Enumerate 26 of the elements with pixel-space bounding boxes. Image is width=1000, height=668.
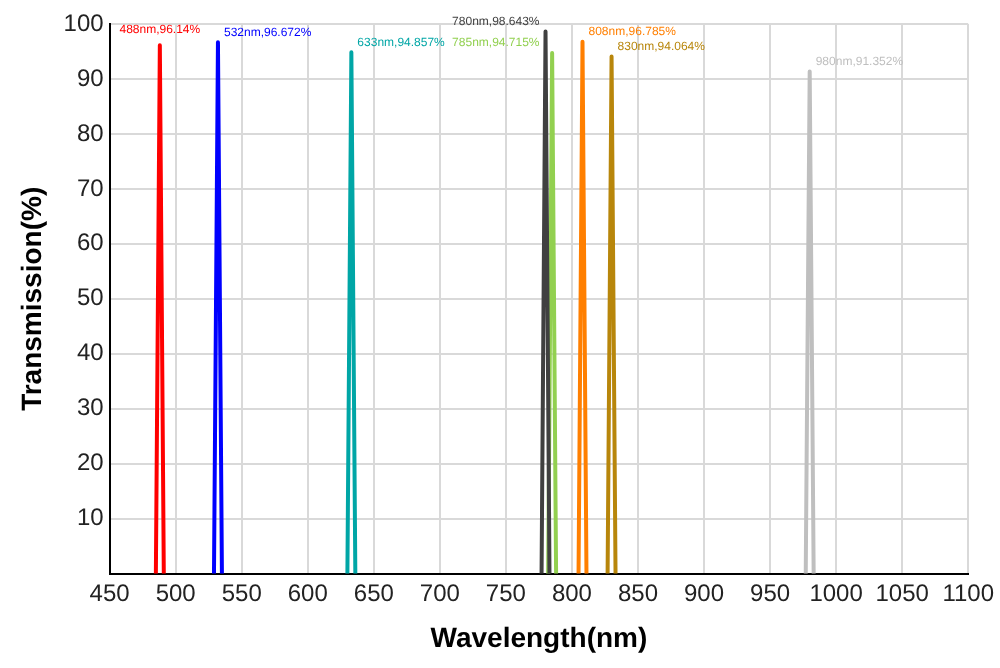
x-tick-label: 450 bbox=[89, 578, 131, 607]
x-tick-label: 750 bbox=[485, 578, 527, 607]
y-tick-label: 20 bbox=[76, 448, 105, 477]
y-tick-label: 70 bbox=[76, 173, 105, 202]
y-tick-label: 50 bbox=[76, 283, 105, 312]
y-tick-label: 30 bbox=[76, 393, 105, 422]
x-tick-label: 600 bbox=[287, 578, 329, 607]
x-tick-label: 1000 bbox=[809, 578, 864, 607]
y-tick-label: 100 bbox=[63, 8, 105, 37]
x-tick-label: 500 bbox=[155, 578, 197, 607]
x-tick-label: 650 bbox=[353, 578, 395, 607]
y-tick-label: 90 bbox=[76, 63, 105, 92]
x-tick-label: 850 bbox=[617, 578, 659, 607]
x-tick-label: 550 bbox=[221, 578, 263, 607]
y-tick-label: 60 bbox=[76, 228, 105, 257]
y-tick-label: 80 bbox=[76, 118, 105, 147]
y-axis-title: Transmission(%) bbox=[14, 186, 47, 411]
y-tick-label: 40 bbox=[76, 338, 105, 367]
x-tick-label: 800 bbox=[551, 578, 593, 607]
x-tick-label: 900 bbox=[683, 578, 725, 607]
y-tick-label: 10 bbox=[76, 503, 105, 532]
x-axis-title: Wavelength(nm) bbox=[430, 620, 648, 653]
x-tick-label: 1050 bbox=[875, 578, 930, 607]
x-tick-label: 700 bbox=[419, 578, 461, 607]
x-tick-label: 1100 bbox=[942, 578, 995, 607]
x-tick-label: 950 bbox=[750, 578, 791, 607]
